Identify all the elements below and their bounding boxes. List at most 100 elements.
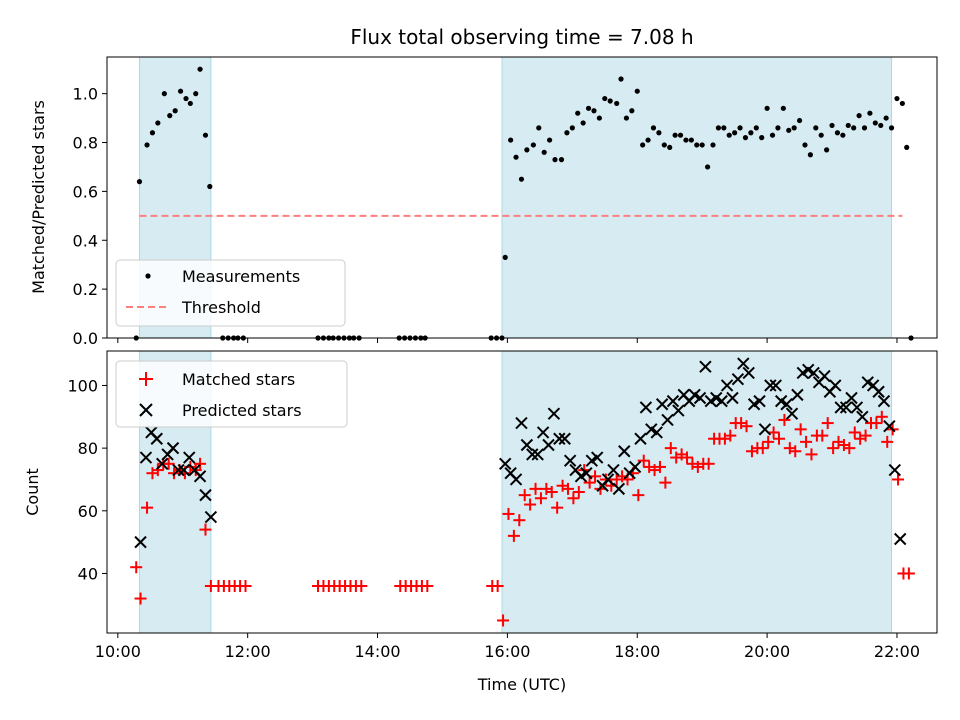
predicted-star-point <box>172 463 185 477</box>
measurement-point <box>202 132 209 138</box>
predicted-star-stroke <box>753 394 766 408</box>
measurement-point <box>699 142 705 148</box>
predicted-star-point <box>536 426 550 439</box>
predicted-star-point <box>520 438 534 452</box>
predicted-star-stroke <box>850 401 864 414</box>
measurement-point <box>564 130 570 136</box>
predicted-star-point <box>753 394 766 408</box>
predicted-star-stroke <box>883 419 896 433</box>
predicted-star-point <box>818 369 831 383</box>
matched-star-point <box>194 457 207 470</box>
matched-star-point <box>881 435 894 448</box>
predicted-star-stroke <box>769 379 782 392</box>
predicted-star-stroke <box>645 423 658 436</box>
predicted-star-stroke <box>774 394 788 408</box>
predicted-star-point <box>499 457 512 471</box>
predicted-star-stroke <box>509 473 523 486</box>
matched-star-point <box>502 507 515 520</box>
predicted-star-stroke <box>172 463 185 477</box>
measurement-point <box>710 142 716 148</box>
predicted-star-point <box>850 401 864 414</box>
predicted-star-stroke <box>791 388 804 402</box>
predicted-star-stroke <box>699 360 712 373</box>
predicted-star-point <box>655 398 669 411</box>
measurement-point <box>591 108 597 114</box>
predicted-star-stroke <box>515 416 528 430</box>
predicted-star-stroke <box>183 451 196 464</box>
measurement-point <box>878 122 884 129</box>
predicted-star-point <box>894 532 907 546</box>
predicted-star-stroke <box>818 369 831 383</box>
measurement-point <box>883 115 889 121</box>
top-y-tick-label: 0.6 <box>73 182 98 201</box>
predicted-star-point <box>834 401 847 414</box>
x-tick-label: 12:00 <box>225 642 271 661</box>
measurement-point <box>851 125 857 131</box>
legend-matched-marker <box>139 372 153 386</box>
measurement-point <box>791 125 797 131</box>
predicted-star-stroke <box>764 379 777 392</box>
measurement-point <box>629 108 635 114</box>
matched-star-point <box>740 420 753 433</box>
x-tick-label: 18:00 <box>614 642 660 661</box>
predicted-star-point <box>634 432 647 445</box>
predicted-star-point <box>553 432 566 445</box>
predicted-star-stroke <box>807 366 820 380</box>
measurement-point <box>177 88 184 94</box>
measurement-point <box>645 137 651 143</box>
top-legend: Measurements Threshold <box>115 259 346 327</box>
predicted-star-stroke <box>650 426 663 439</box>
matched-star-point <box>902 567 915 580</box>
predicted-star-stroke <box>188 463 201 477</box>
matched-star-point <box>702 457 715 470</box>
measurement-point <box>585 105 592 111</box>
matched-star-point <box>859 429 872 442</box>
x-tick-label: 22:00 <box>874 642 920 661</box>
predicted-star-stroke <box>145 426 158 439</box>
predicted-star-stroke <box>731 372 745 386</box>
predicted-star-point <box>139 451 153 464</box>
measurement-point <box>161 91 167 97</box>
measurement-point <box>732 130 738 136</box>
measurement-point <box>524 147 530 153</box>
top-y-tick-label: 0.4 <box>73 231 98 250</box>
predicted-star-point <box>563 454 577 467</box>
matched-star-point <box>534 492 547 505</box>
measurement-point <box>667 144 673 151</box>
predicted-star-point <box>737 357 750 370</box>
predicted-star-point <box>601 473 615 486</box>
matched-star-point <box>875 410 888 423</box>
predicted-star-point <box>888 463 902 477</box>
measurement-point <box>618 76 624 82</box>
measurement-point <box>737 125 743 131</box>
legend-predicted-label: Predicted stars <box>182 401 302 420</box>
measurement-point <box>834 130 841 136</box>
matched-star-point <box>551 501 564 514</box>
measurement-point <box>899 100 905 107</box>
matched-star-point <box>805 448 818 461</box>
matched-star-point <box>794 423 807 436</box>
legend-threshold-label: Threshold <box>181 298 261 317</box>
bottom-panel: 40 60 80 100 10:00 12:00 14:00 16:00 18:00 20:00 2… <box>23 350 938 694</box>
top-y-tick-label: 1.0 <box>73 85 98 104</box>
predicted-star-point <box>731 372 745 386</box>
measurement-point <box>829 122 835 129</box>
predicted-star-stroke <box>139 451 153 464</box>
x-tick-label: 10:00 <box>95 642 141 661</box>
predicted-star-stroke <box>720 379 734 392</box>
legend-measurements-label: Measurements <box>182 267 300 286</box>
measurement-point <box>867 110 873 116</box>
predicted-star-stroke <box>839 401 853 414</box>
measurement-point <box>721 125 727 131</box>
predicted-star-point <box>193 470 207 483</box>
predicted-star-point <box>742 366 755 380</box>
matched-star-point <box>637 454 650 467</box>
measurement-point <box>614 100 620 107</box>
predicted-star-stroke <box>607 463 620 477</box>
matched-star-point <box>421 580 434 592</box>
matched-star-point <box>653 460 666 473</box>
x-tick-label: 20:00 <box>744 642 790 661</box>
matched-star-point <box>892 473 905 486</box>
measurement-point <box>694 142 700 148</box>
measurement-point <box>688 137 694 143</box>
